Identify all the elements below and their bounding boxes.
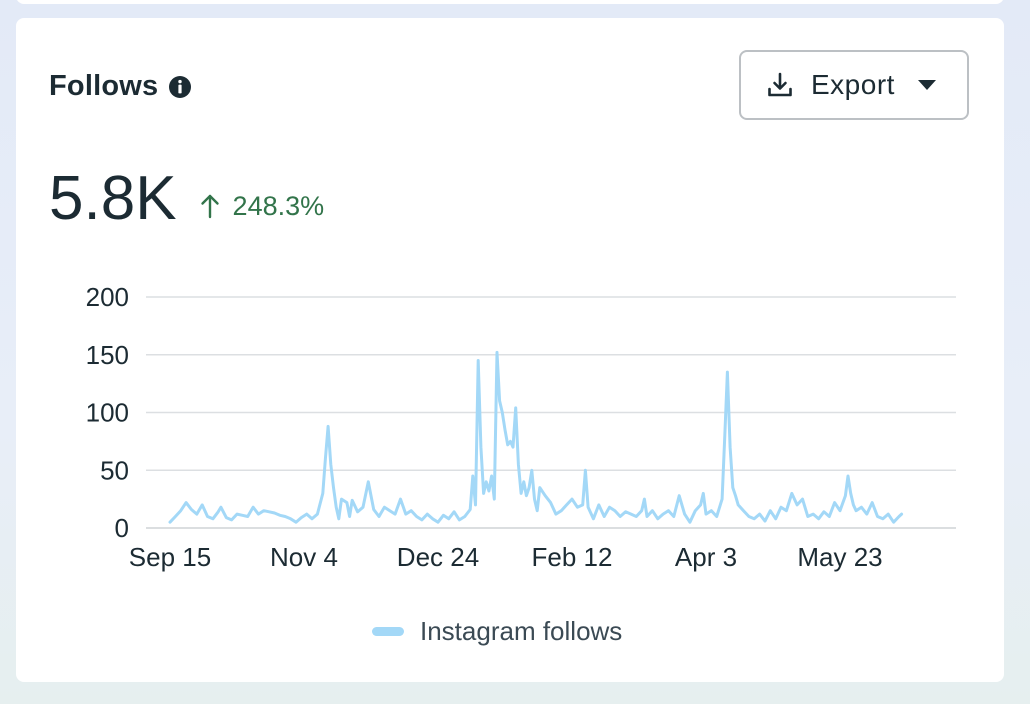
download-icon <box>768 72 792 97</box>
card-title: Follows <box>49 70 159 102</box>
trend-value: 248.3% <box>232 190 325 221</box>
x-tick-label: Nov 4 <box>270 542 338 572</box>
y-tick-label: 200 <box>86 282 129 312</box>
series-line[interactable] <box>168 350 904 524</box>
export-label: Export <box>811 69 895 100</box>
previous-card-edge <box>16 0 1004 4</box>
legend-swatch <box>372 627 404 636</box>
metric-value: 5.8K <box>49 164 177 233</box>
x-tick-label: Feb 12 <box>532 542 613 572</box>
x-tick-label: Apr 3 <box>675 542 737 572</box>
x-tick-label: May 23 <box>797 542 882 572</box>
x-tick-label: Dec 24 <box>397 542 479 572</box>
legend-label: Instagram follows <box>420 616 623 646</box>
metric-summary: 5.8K 248.3% <box>49 163 324 234</box>
info-circle-icon[interactable] <box>168 75 192 99</box>
y-tick-label: 150 <box>86 340 129 370</box>
y-tick-label: 0 <box>115 513 129 543</box>
follows-card: Follows Export 5.8K 248.3% Instagra <box>16 18 1004 682</box>
caret-down-icon <box>917 80 936 90</box>
chart-legend: Instagram follows <box>372 616 622 647</box>
arrow-up-icon <box>200 194 219 219</box>
y-tick-label: 100 <box>86 398 129 428</box>
export-button[interactable]: Export <box>739 50 969 120</box>
card-header: Follows <box>49 70 192 103</box>
y-tick-label: 50 <box>100 455 129 485</box>
x-tick-label: Sep 15 <box>129 542 211 572</box>
trend-indicator: 248.3% <box>199 190 325 222</box>
